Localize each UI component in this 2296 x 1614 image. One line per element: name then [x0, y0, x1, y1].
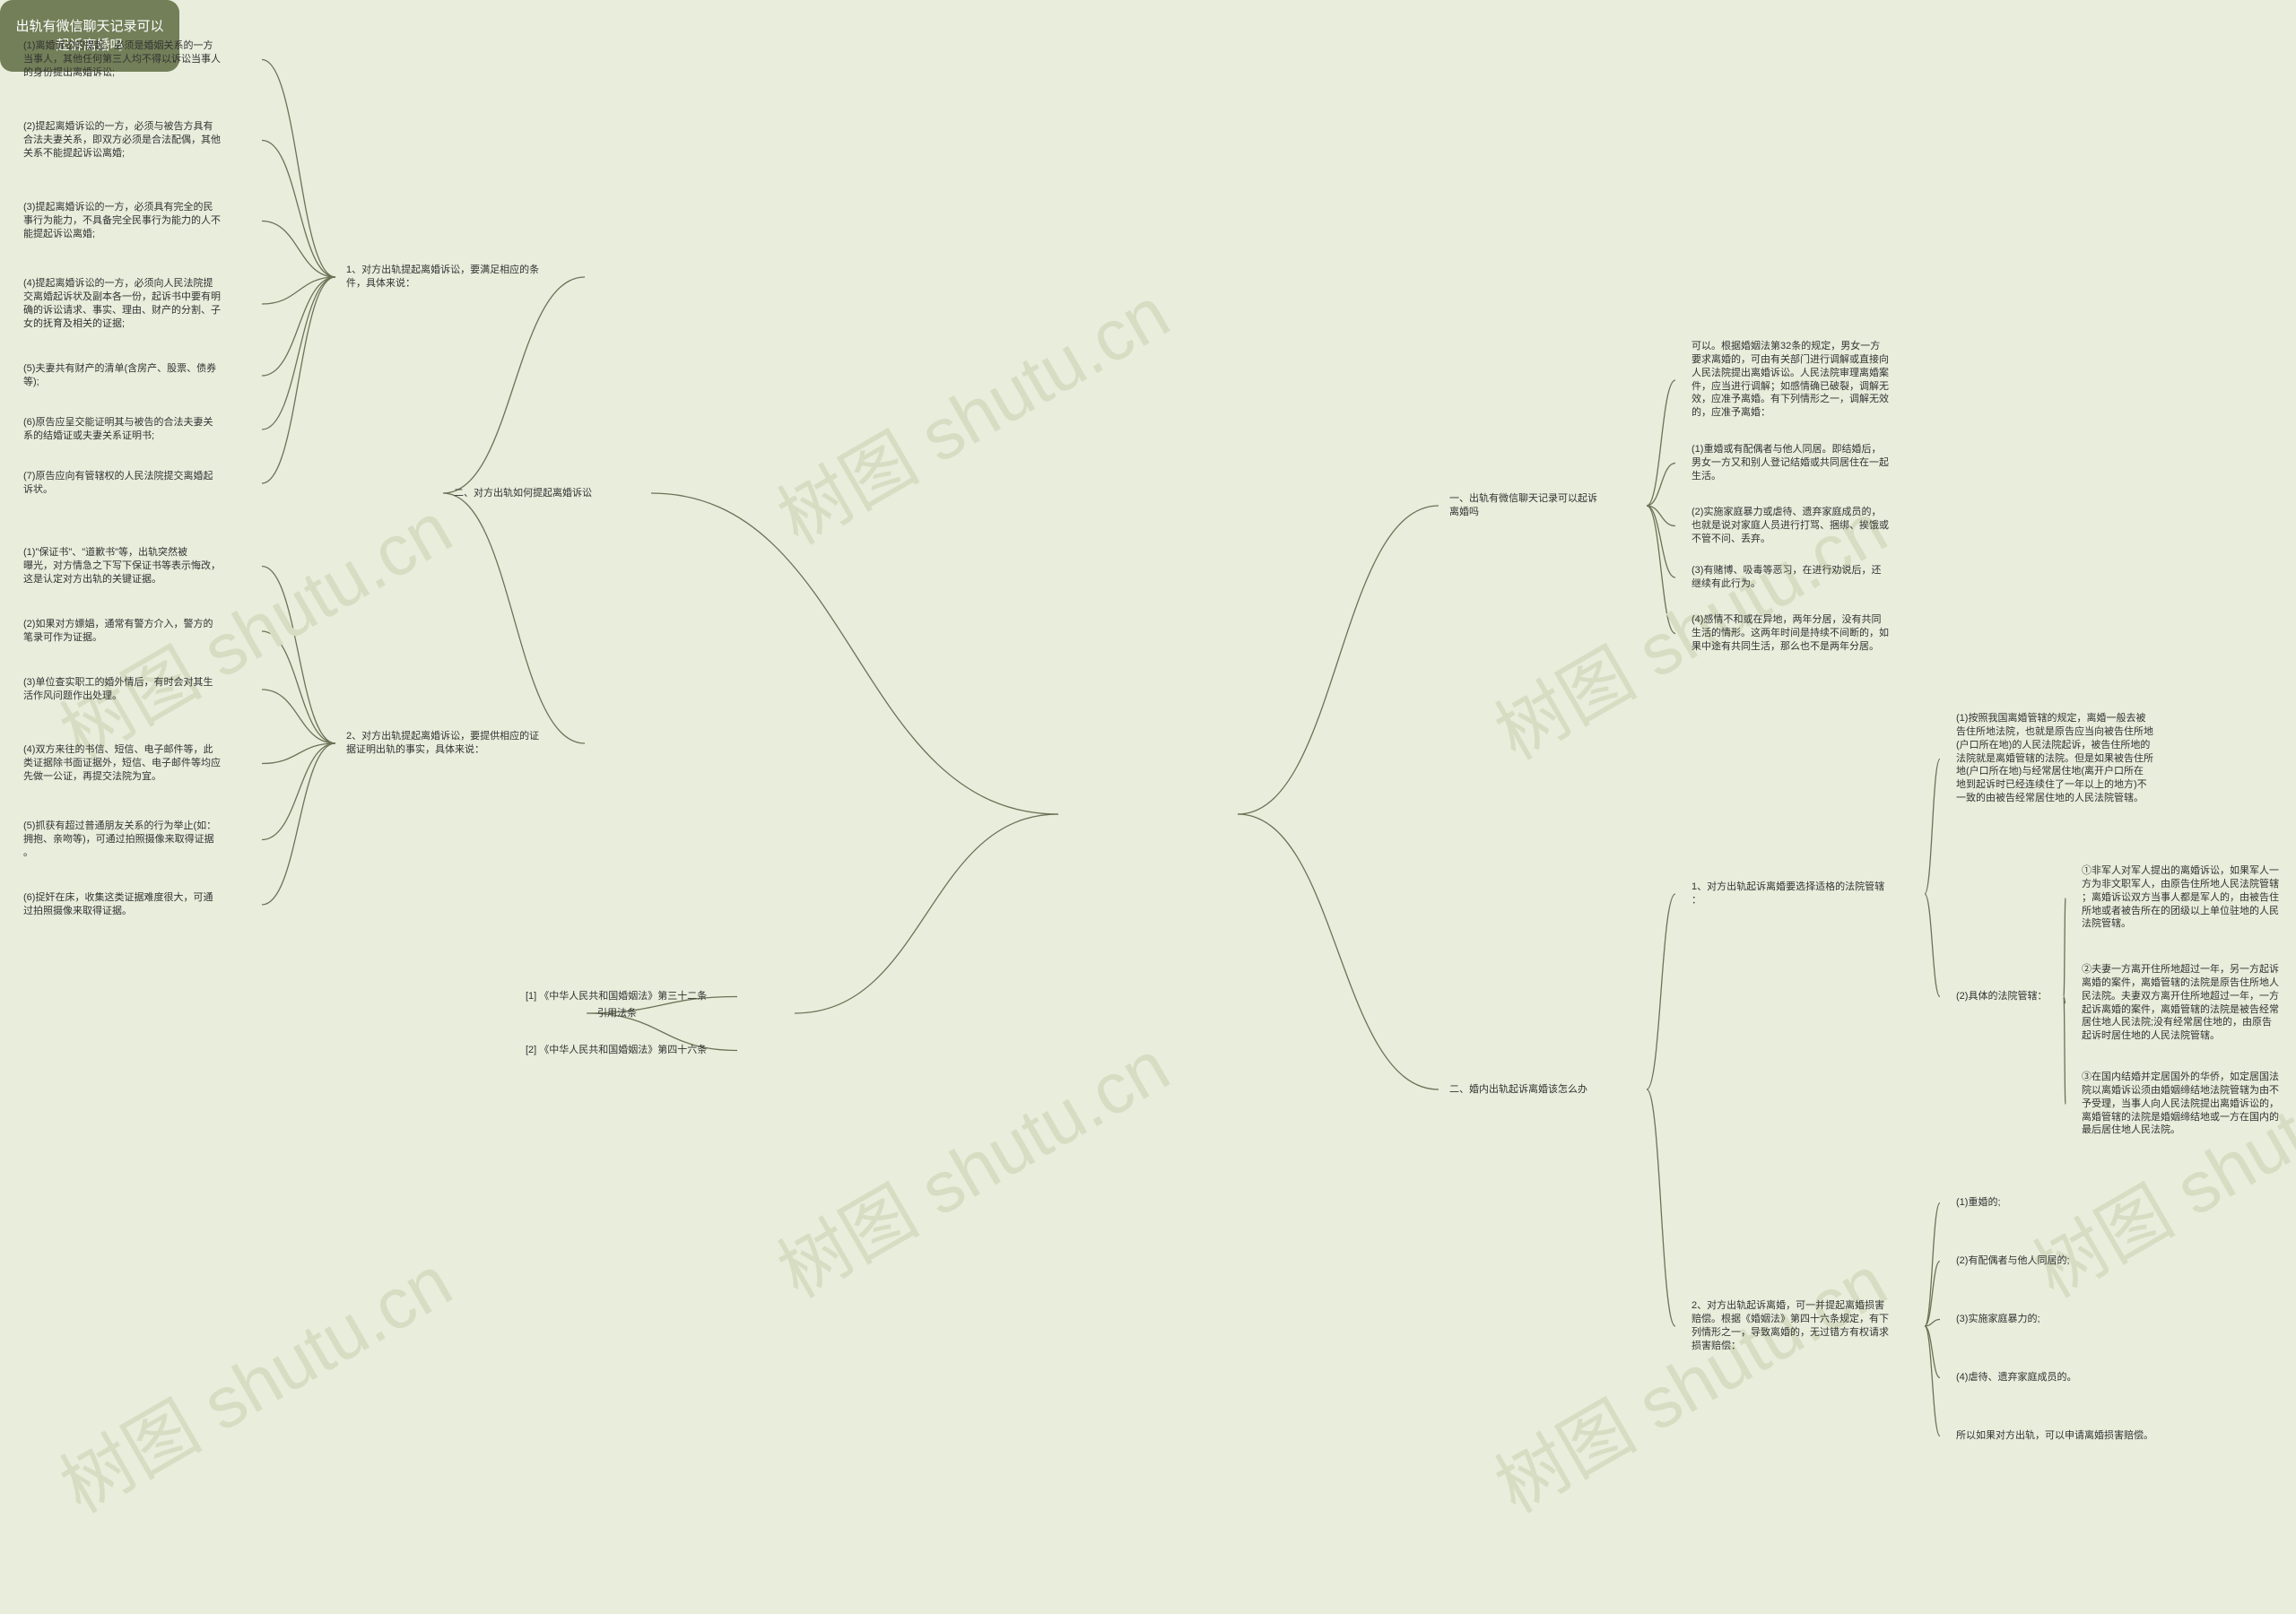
leaf-node: (1)重婚的;: [1951, 1193, 2058, 1213]
branch-label: 一、出轨有微信聊天记录可以起诉 离婚吗: [1444, 489, 1641, 523]
leaf-node: (3)有赌博、吸毒等恶习，在进行劝说后，还 继续有此行为。: [1686, 560, 1919, 594]
leaf-node: 所以如果对方出轨，可以申请离婚损害赔偿。: [1951, 1426, 2184, 1446]
watermark: 树图 shutu.cn: [756, 257, 1185, 565]
leaf-node: (3)实施家庭暴力的;: [1951, 1309, 2067, 1330]
leaf-node: (5)夫妻共有财产的清单(含房产、股票、债券 等);: [18, 359, 251, 393]
leaf-node: 2、对方出轨提起离婚诉讼，要提供相应的证 据证明出轨的事实，具体来说：: [341, 726, 574, 760]
leaf-node: (4)双方来往的书信、短信、电子邮件等，此 类证据除书面证据外，短信、电子邮件等…: [18, 740, 251, 787]
leaf-node: (3)提起离婚诉讼的一方，必须具有完全的民 事行为能力，不具备完全民事行为能力的…: [18, 197, 251, 245]
leaf-node: [1] 《中华人民共和国婚姻法》第三十二条: [520, 986, 726, 1007]
leaf-node: (5)抓获有超过普通朋友关系的行为举止(如： 拥抱、亲吻等)，可通过拍照摄像来取…: [18, 816, 251, 863]
leaf-node: (2)具体的法院管辖：: [1951, 986, 2058, 1007]
leaf-node: (4)虐待、遗弃家庭成员的。: [1951, 1367, 2085, 1388]
leaf-node: 1、对方出轨提起离婚诉讼，要满足相应的条 件，具体来说：: [341, 260, 574, 294]
leaf-node: (2)实施家庭暴力或虐待、遗弃家庭成员的， 也就是说对家庭人员进行打骂、捆绑、挨…: [1686, 502, 1919, 550]
leaf-node: (2)有配偶者与他人同居的;: [1951, 1251, 2094, 1271]
leaf-node: (6)捉奸在床，收集这类证据难度很大，可通 过拍照摄像来取得证据。: [18, 888, 251, 922]
leaf-node: (2)如果对方嫖娼，通常有警方介入，警方的 笔录可作为证据。: [18, 614, 251, 648]
branch-label: 二、对方出轨如何提起离婚诉讼: [448, 483, 646, 504]
leaf-node: (1)重婚或有配偶者与他人同居。即结婚后， 男女一方又和别人登记结婚或共同居住在…: [1686, 439, 1919, 487]
leaf-node: (1)离婚诉讼的提起，必须是婚姻关系的一方 当事人，其他任何第三人均不得以诉讼当…: [18, 36, 251, 83]
leaf-node: (7)原告应向有管辖权的人民法院提交离婚起 诉状。: [18, 466, 251, 500]
leaf-node: (2)提起离婚诉讼的一方，必须与被告方具有 合法夫妻关系，即双方必须是合法配偶，…: [18, 117, 251, 164]
leaf-node: (1)按照我国离婚管辖的规定，离婚一般去被 告住所地法院，也就是原告应当向被告住…: [1951, 708, 2184, 809]
leaf-node: ②夫妻一方离开住所地超过一年，另一方起诉 离婚的案件，离婚管辖的法院是原告住所地…: [2076, 959, 2287, 1046]
leaf-node: ③在国内结婚并定居国外的华侨，如定居国法 院以离婚诉讼须由婚姻缔结地法院管辖为由…: [2076, 1067, 2287, 1141]
leaf-node: (6)原告应呈交能证明其与被告的合法夫妻关 系的结婚证或夫妻关系证明书;: [18, 412, 251, 447]
watermark: 树图 shutu.cn: [2012, 1011, 2296, 1318]
leaf-node: [2] 《中华人民共和国婚姻法》第四十六条: [520, 1040, 726, 1061]
watermark: 树图 shutu.cn: [756, 1011, 1185, 1318]
leaf-node: (4)提起离婚诉讼的一方，必须向人民法院提 交离婚起诉状及副本各一份，起诉书中要…: [18, 273, 251, 334]
leaf-node: 可以。根据婚姻法第32条的规定，男女一方 要求离婚的，可由有关部门进行调解或直接…: [1686, 336, 1919, 423]
watermark: 树图 shutu.cn: [1474, 1226, 1902, 1533]
leaf-node: ①非军人对军人提出的离婚诉讼，如果军人一 方为非文职军人，由原告住所地人民法院管…: [2076, 861, 2287, 934]
leaf-node: (3)单位查实职工的婚外情后，有时会对其生 活作风问题作出处理。: [18, 672, 251, 707]
leaf-node: (4)感情不和或在异地，两年分居，没有共同 生活的情形。这两年时间是持续不间断的…: [1686, 610, 1919, 657]
leaf-node: (1)"保证书"、"道歉书"等，出轨突然被 曝光，对方情急之下写下保证书等表示悔…: [18, 542, 251, 590]
leaf-node: 1、对方出轨起诉离婚要选择适格的法院管辖 ：: [1686, 877, 1919, 911]
watermark: 树图 shutu.cn: [39, 1226, 467, 1533]
mindmap-canvas: 出轨有微信聊天记录可以 起诉离婚吗 树图 shutu.cn树图 shutu.cn…: [0, 0, 2296, 1614]
branch-label: 二、婚内出轨起诉离婚该怎么办: [1444, 1080, 1641, 1100]
leaf-node: 2、对方出轨起诉离婚，可一并提起离婚损害 赔偿。根据《婚姻法》第四十六条规定，有…: [1686, 1296, 1919, 1356]
